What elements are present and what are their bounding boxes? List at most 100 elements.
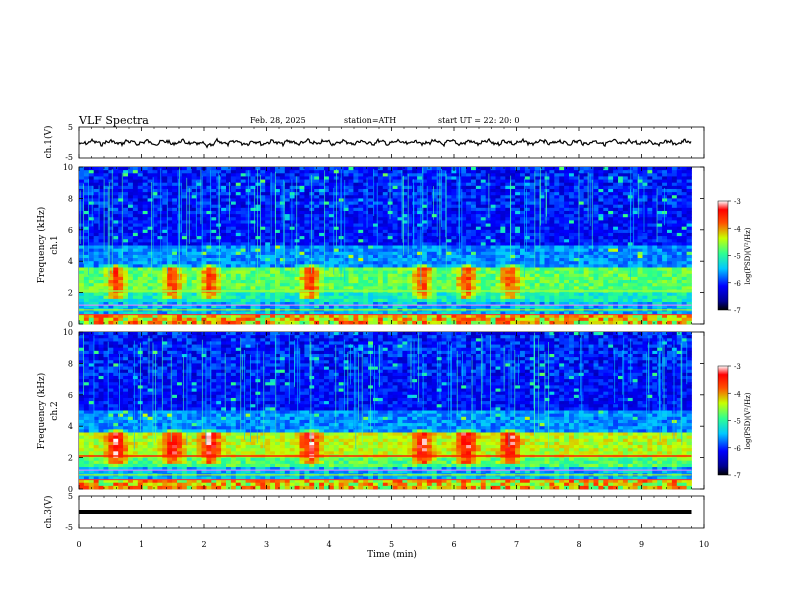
spectrogram-cell <box>529 201 536 206</box>
spectrogram-cell <box>397 239 403 243</box>
spectrogram-cell <box>221 170 227 174</box>
spectrogram-cell <box>495 251 501 256</box>
spectrogram-cell <box>221 254 227 259</box>
spectrogram-cell <box>461 236 467 240</box>
spectrogram-cell <box>142 214 148 218</box>
spectrogram-cell <box>520 185 526 190</box>
spectrogram-cell <box>196 264 202 268</box>
spectrogram-cell <box>123 207 129 212</box>
spectrogram-cell <box>510 280 516 284</box>
spectrogram-cell <box>137 267 144 272</box>
spectrogram-cell <box>118 245 124 250</box>
spectrogram-cell <box>377 176 384 180</box>
spectrogram-cell <box>520 173 526 177</box>
spectrogram-cell <box>544 251 550 256</box>
spectrogram-cell <box>343 305 349 309</box>
spectrogram-cell <box>534 173 540 177</box>
spectrogram-cell <box>417 295 423 300</box>
spectrogram-cell <box>431 254 438 259</box>
spectrogram-cell <box>343 192 349 196</box>
spectrogram-cell <box>412 214 418 218</box>
spectrogram-cell <box>358 280 364 284</box>
spectrogram-cell <box>83 195 90 199</box>
spectrogram-cell <box>353 248 359 253</box>
spectrogram-cell <box>240 167 246 171</box>
ch1-waveform-trace <box>78 137 692 149</box>
spectrogram-cell <box>446 280 452 284</box>
spectrogram-cell <box>515 239 521 243</box>
spectrogram-cell <box>490 264 496 268</box>
spectrogram-cell <box>461 295 467 300</box>
spectrogram-cell <box>270 204 276 209</box>
spectrogram-cell <box>328 251 335 256</box>
spectrogram-cell <box>363 220 369 224</box>
spectrogram-cell <box>152 182 158 187</box>
spectrogram-cell <box>471 251 477 256</box>
spectrogram-cell <box>510 192 516 196</box>
spectrogram-cell <box>328 298 335 303</box>
spectrogram-cell <box>137 283 144 287</box>
spectrogram-cell <box>524 229 531 234</box>
spectrogram-cell <box>495 182 501 187</box>
spectrogram-cell <box>461 232 467 237</box>
spectrogram-cell <box>108 261 114 265</box>
spectrogram-cell <box>108 251 114 256</box>
spectrogram-cell <box>485 276 491 281</box>
spectrogram-cell <box>181 229 188 234</box>
spectrogram-cell <box>422 295 428 300</box>
spectrogram-cell <box>387 248 393 253</box>
spectrogram-cell <box>118 295 124 300</box>
spectrogram-cell <box>191 305 197 309</box>
spectrogram-cell <box>500 170 506 174</box>
spectrogram-cell <box>358 173 364 177</box>
spectrogram-cell <box>520 220 526 224</box>
spectrogram-cell <box>461 173 467 177</box>
spectrogram-cell <box>549 248 555 253</box>
spectrogram-cell <box>412 210 418 215</box>
spectrogram-cell <box>304 267 310 272</box>
spectrogram-cell <box>167 232 173 237</box>
spectrogram-cell <box>172 292 178 297</box>
spectrogram-cell <box>441 264 447 268</box>
spectrogram-cell <box>284 280 291 284</box>
spectrogram-cell <box>79 201 85 206</box>
spectrogram-cell <box>279 195 286 199</box>
spectrogram-cell <box>314 173 320 177</box>
spectrogram-cell <box>147 251 153 256</box>
spectrogram-cell <box>343 286 349 290</box>
spectrogram-cell <box>539 248 545 253</box>
spectrogram-cell <box>314 210 320 215</box>
spectrogram-cell <box>480 217 487 221</box>
spectrogram-cell <box>162 167 168 171</box>
spectrogram-cell <box>368 201 374 206</box>
spectrogram-cell <box>191 232 197 237</box>
spectrogram-cell <box>549 267 555 272</box>
spectrogram-cell <box>485 251 491 256</box>
spectrogram-cell <box>446 195 452 199</box>
spectrogram-cell <box>387 245 393 250</box>
spectrogram-cell <box>142 242 148 246</box>
spectrogram-cell <box>343 182 349 187</box>
spectrogram-cell <box>235 217 242 221</box>
spectrogram-cell <box>549 226 555 231</box>
spectrogram-cell <box>132 258 139 262</box>
spectrogram-cell <box>412 292 418 297</box>
spectrogram-cell <box>93 280 99 284</box>
spectrogram-cell <box>539 295 545 300</box>
spectrogram-cell <box>123 220 129 224</box>
spectrogram-cell <box>196 207 202 212</box>
spectrogram-cell <box>353 214 359 218</box>
spectrogram-cell <box>265 320 271 325</box>
spectrogram-cell <box>260 170 266 174</box>
spectrogram-cell <box>451 201 457 206</box>
spectrogram-cell <box>191 167 197 171</box>
spectrogram-cell <box>196 302 202 306</box>
spectrogram-cell <box>191 292 197 297</box>
spectrogram-cell <box>490 173 496 177</box>
spectrogram-cell <box>324 204 330 209</box>
spectrogram-cell <box>83 273 90 278</box>
spectrogram-cell <box>250 302 256 306</box>
spectrogram-cell <box>230 267 237 272</box>
spectrogram-cell <box>118 198 124 202</box>
spectrogram-cell <box>103 182 109 187</box>
